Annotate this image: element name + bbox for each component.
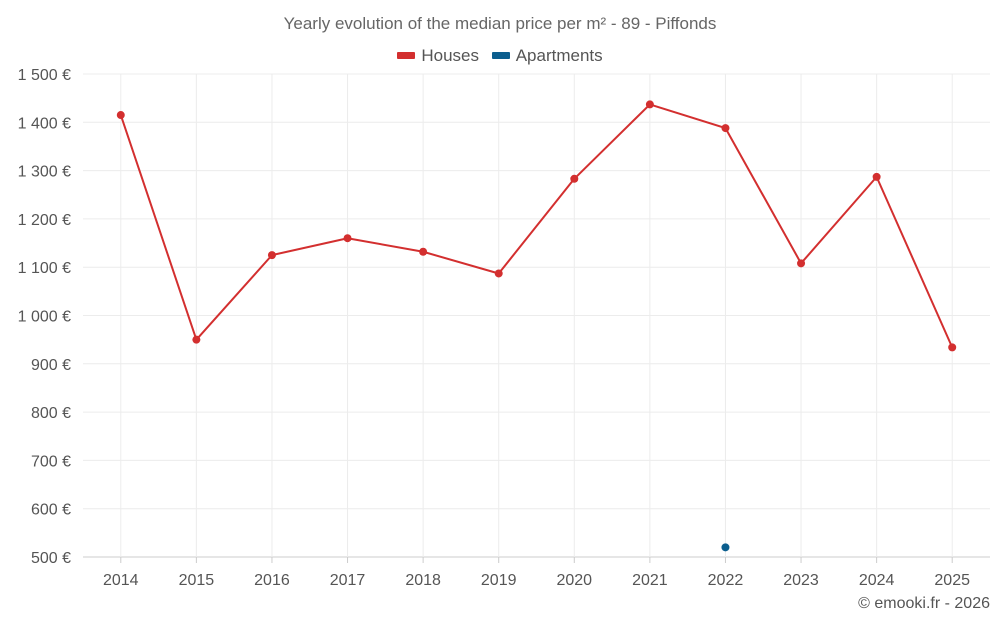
y-tick-label: 1 300 € [18, 164, 71, 181]
data-point-apartments [721, 543, 730, 552]
y-tick-label: 1 400 € [18, 115, 71, 132]
x-tick-label: 2019 [481, 572, 517, 589]
legend-swatch-houses [397, 52, 416, 59]
legend-label-houses: Houses [421, 45, 479, 65]
x-tick-label: 2020 [556, 572, 592, 589]
data-point-houses [570, 174, 579, 183]
legend-item-apartments[interactable]: Apartments [491, 45, 603, 66]
y-tick-label: 500 € [31, 550, 71, 567]
x-tick-label: 2021 [632, 572, 668, 589]
x-tick-label: 2022 [708, 572, 744, 589]
series-line-houses [119, 103, 954, 348]
chart-title: Yearly evolution of the median price per… [283, 14, 717, 33]
x-tick-label: 2014 [103, 572, 139, 589]
y-tick-label: 800 € [31, 405, 71, 422]
data-point-houses [494, 269, 503, 278]
x-tick-label: 2018 [405, 572, 441, 589]
y-tick-label: 900 € [31, 357, 71, 374]
data-point-houses [267, 251, 276, 260]
legend-label-apartments: Apartments [515, 45, 603, 65]
x-tick-label: 2016 [254, 572, 290, 589]
x-tick-label: 2025 [934, 572, 970, 589]
data-point-houses [192, 335, 201, 344]
y-tick-label: 600 € [31, 502, 71, 519]
y-tick-label: 700 € [31, 453, 71, 470]
legend-swatch-apartments [491, 52, 510, 59]
y-tick-label: 1 500 € [18, 67, 71, 84]
credit-text: © emooki.fr - 2026 [858, 595, 990, 612]
data-point-houses [797, 259, 806, 268]
y-tick-label: 1 200 € [18, 212, 71, 229]
data-point-houses [645, 100, 654, 109]
x-tick-label: 2015 [179, 572, 215, 589]
x-tick-label: 2024 [859, 572, 895, 589]
chart-legend: Houses Apartments [0, 44, 1000, 66]
data-point-houses [419, 247, 428, 256]
data-point-houses [721, 124, 730, 133]
data-point-houses [948, 343, 957, 352]
legend-item-houses[interactable]: Houses [397, 46, 479, 66]
data-point-houses [343, 234, 352, 243]
y-tick-label: 1 000 € [18, 309, 71, 326]
y-tick-label: 1 100 € [18, 260, 71, 277]
data-point-houses [116, 111, 125, 120]
data-point-houses [872, 172, 881, 181]
x-tick-label: 2017 [330, 572, 366, 589]
x-tick-label: 2023 [783, 572, 819, 589]
